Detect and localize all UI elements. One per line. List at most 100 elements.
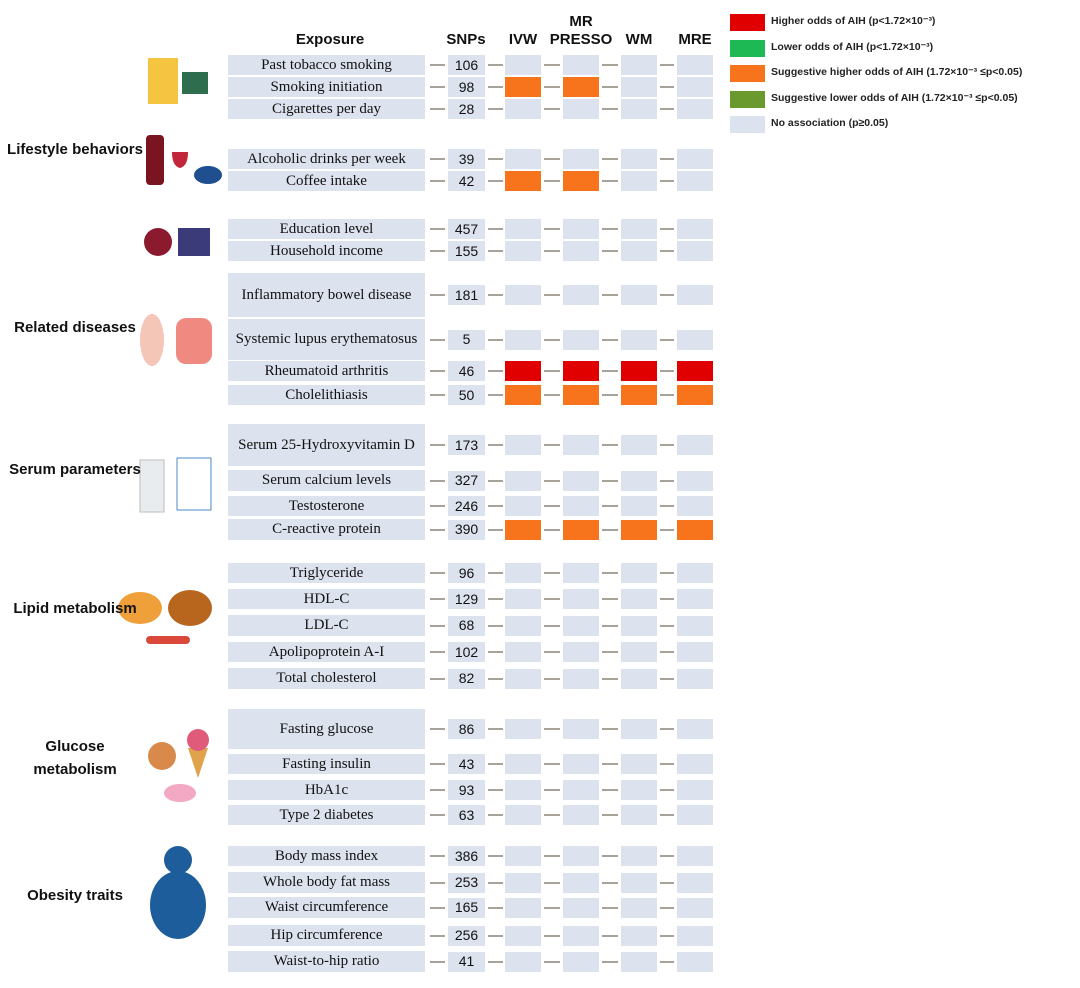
snps-cell: 63 [448, 805, 485, 825]
connector [430, 86, 445, 88]
result-cell [563, 872, 599, 893]
result-cell [621, 563, 657, 583]
exposure-cell: Apolipoprotein A-I [228, 642, 425, 662]
result-cell [677, 780, 713, 800]
joint-icon [140, 314, 164, 366]
connector [488, 228, 503, 230]
result-cell [621, 99, 657, 119]
snps-cell: 5 [448, 329, 485, 350]
connector [430, 505, 445, 507]
wine-bottle-icon [146, 135, 164, 185]
result-cell [505, 897, 541, 918]
connector [660, 789, 674, 791]
exposure-cell: Cholelithiasis [228, 385, 425, 405]
connector [488, 763, 503, 765]
snps-cell: 42 [448, 171, 485, 191]
connector [660, 651, 674, 653]
connector [430, 789, 445, 791]
person-body-icon [150, 871, 206, 939]
connector [602, 394, 618, 396]
result-cell [621, 385, 657, 405]
connector [544, 505, 560, 507]
bank-icon [178, 228, 210, 256]
connector [544, 814, 560, 816]
result-cell [563, 149, 599, 169]
result-cell [505, 563, 541, 583]
snps-cell: 390 [448, 519, 485, 540]
connector [544, 934, 560, 937]
exposure-cell: Rheumatoid arthritis [228, 361, 425, 381]
result-cell [505, 925, 541, 946]
connector [602, 86, 618, 88]
result-cell [677, 385, 713, 405]
result-cell [563, 55, 599, 75]
result-cell [563, 951, 599, 972]
result-cell [621, 754, 657, 774]
snps-cell: 173 [448, 435, 485, 455]
header-method: MRE [678, 31, 712, 48]
connector [430, 624, 445, 627]
result-cell [563, 719, 599, 739]
connector [430, 960, 445, 963]
snps-cell: 253 [448, 872, 485, 893]
connector [602, 228, 618, 230]
connector [660, 108, 674, 110]
result-cell [505, 285, 541, 305]
intestine-icon [176, 318, 212, 364]
exposure-cell: Fasting glucose [228, 709, 425, 749]
connector [660, 479, 674, 482]
connector [660, 624, 674, 627]
connector [602, 108, 618, 110]
result-cell [677, 55, 713, 75]
connector [660, 763, 674, 765]
legend-swatch [730, 90, 765, 108]
snps-cell: 256 [448, 925, 485, 946]
result-cell [621, 951, 657, 972]
result-cell [563, 519, 599, 540]
connector [602, 180, 618, 182]
result-cell [563, 897, 599, 918]
snps-cell: 82 [448, 668, 485, 689]
result-cell [505, 241, 541, 261]
exposure-cell: Alcoholic drinks per week [228, 149, 425, 169]
connector [544, 180, 560, 182]
connector [544, 598, 560, 600]
result-cell [677, 329, 713, 350]
result-cell [621, 780, 657, 800]
result-cell [677, 77, 713, 97]
connector [602, 572, 618, 574]
exposure-cell: Body mass index [228, 846, 425, 866]
result-cell [621, 519, 657, 540]
connector [430, 651, 445, 653]
snps-cell: 46 [448, 361, 485, 381]
result-cell [505, 668, 541, 689]
result-cell [621, 55, 657, 75]
connector [488, 338, 503, 341]
result-cell [563, 754, 599, 774]
result-cell [505, 361, 541, 381]
exposure-cell: Coffee intake [228, 171, 425, 191]
result-cell [505, 642, 541, 662]
result-cell [505, 77, 541, 97]
connector [488, 881, 503, 884]
connector [544, 250, 560, 252]
group-label: Related diseases [14, 319, 136, 336]
exposure-cell: Waist-to-hip ratio [228, 951, 425, 972]
connector [430, 677, 445, 680]
result-cell [563, 615, 599, 636]
connector [602, 64, 618, 66]
connector [544, 294, 560, 296]
result-cell [621, 668, 657, 689]
connector [602, 881, 618, 884]
result-cell [621, 642, 657, 662]
connector [660, 677, 674, 680]
result-cell [621, 435, 657, 455]
result-cell [677, 219, 713, 239]
exposure-cell: Whole body fat mass [228, 872, 425, 893]
result-cell [563, 435, 599, 455]
legend-swatch [730, 65, 765, 82]
connector [488, 855, 503, 857]
connector [430, 370, 445, 372]
icons [118, 58, 222, 939]
connector [488, 598, 503, 600]
